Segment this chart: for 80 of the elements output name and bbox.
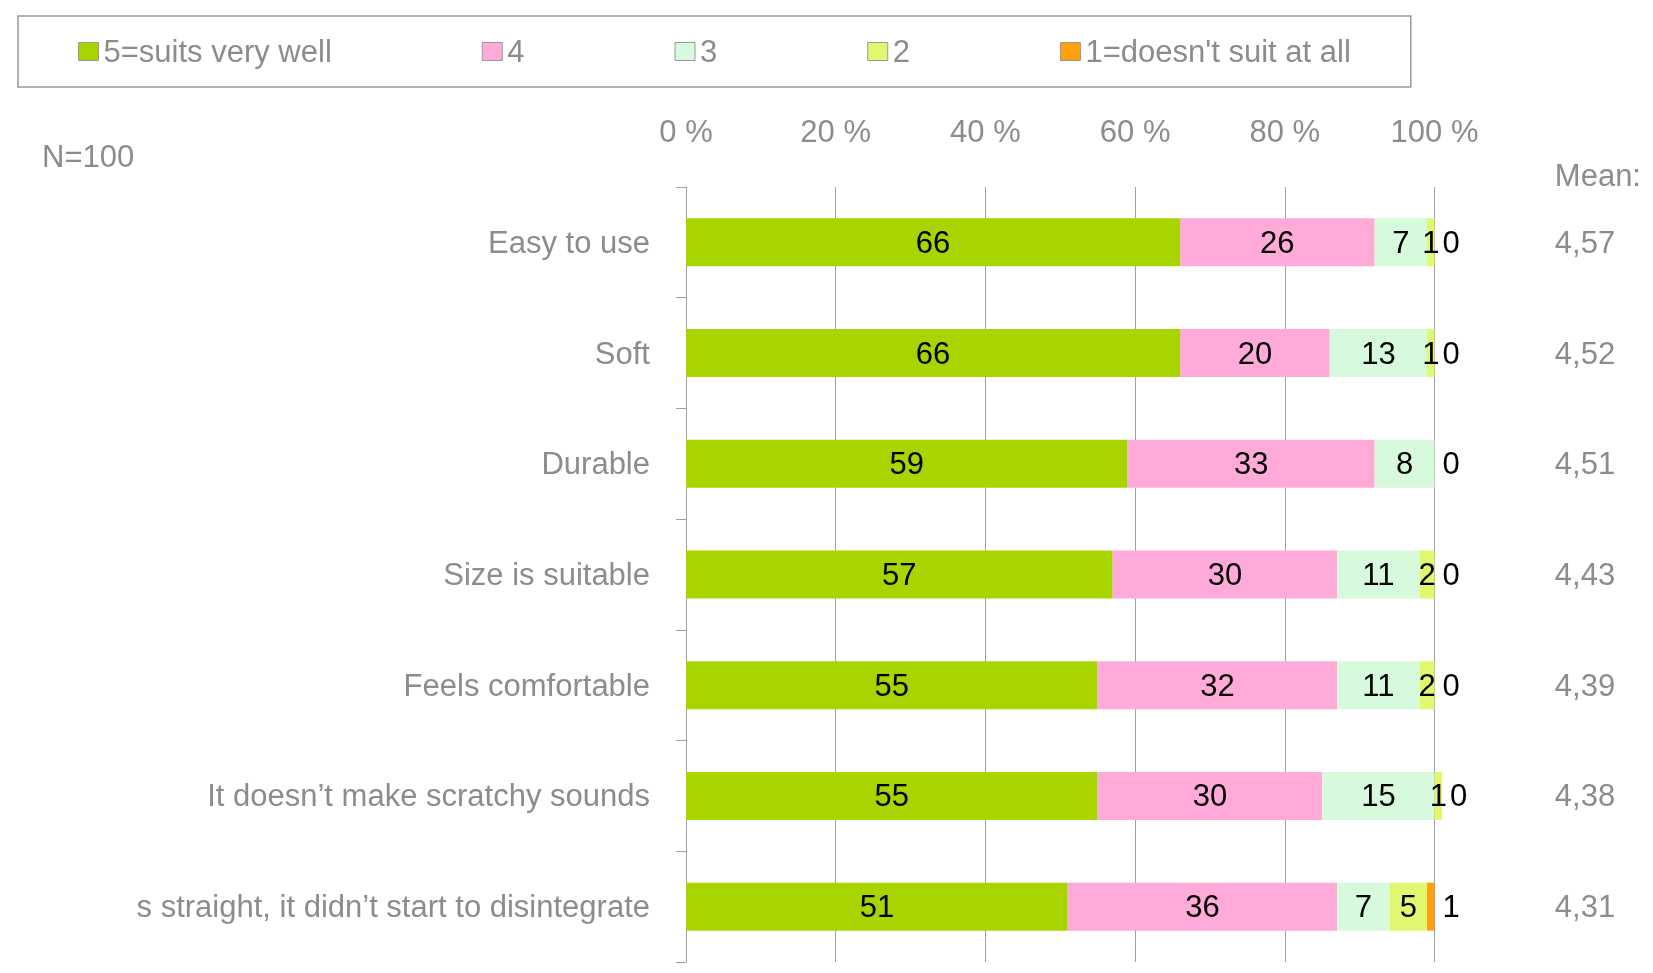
x-tick-label: 80 %: [1249, 114, 1321, 149]
data-label: 5: [1399, 889, 1417, 925]
data-label: 20: [1237, 335, 1273, 371]
data-label: 66: [915, 335, 951, 371]
bar: [686, 550, 1113, 599]
bar: [1180, 218, 1375, 267]
y-tick-label: Easy to use: [488, 224, 650, 260]
bar: [1067, 882, 1338, 931]
data-label: 57: [882, 557, 917, 592]
data-label: 0: [1450, 778, 1468, 814]
data-label: 26: [1260, 224, 1295, 260]
text: 4,38: [1554, 778, 1616, 814]
data-label: 8: [1395, 446, 1414, 482]
y-tick-label: Feels comfortable: [403, 667, 650, 703]
text: 4,51: [1554, 446, 1616, 482]
text: 4,57: [1554, 224, 1616, 260]
data-label: 15: [1361, 778, 1396, 814]
x-tick-label: 60 %: [1099, 114, 1171, 149]
y-tick-label: Size is suitable: [443, 557, 650, 592]
data-label: 33: [1233, 446, 1269, 482]
legend-label: 5=suits very well: [103, 34, 332, 69]
data-label: 7: [1392, 224, 1410, 260]
data-label: 55: [874, 778, 910, 814]
data-label: 0: [1442, 335, 1460, 371]
text: 4,39: [1554, 667, 1616, 703]
data-label: 36: [1185, 889, 1220, 925]
bar: [686, 771, 1098, 820]
text: 4,43: [1554, 557, 1616, 592]
text: Mean:: [1554, 157, 1641, 193]
bar: [686, 661, 1098, 710]
data-label: 2: [1418, 667, 1436, 703]
data-label: 7: [1354, 889, 1373, 925]
data-label: 11: [1362, 667, 1395, 703]
bar: [1337, 882, 1390, 931]
bar: [1427, 882, 1435, 931]
y-tick-label: s straight, it didn’t start to disintegrate: [136, 889, 650, 925]
x-tick-label: 100 %: [1390, 114, 1479, 149]
bar: [1180, 329, 1330, 378]
data-label: 30: [1192, 778, 1228, 814]
y-tick-label: It doesn’t make scratchy sounds: [207, 778, 650, 814]
data-label: 0: [1442, 557, 1460, 592]
y-tick-label: Durable: [541, 446, 650, 482]
text: 4,31: [1554, 889, 1616, 925]
data-label: 55: [874, 667, 910, 703]
data-label: 11: [1362, 557, 1395, 592]
x-tick-label: 20 %: [800, 114, 872, 149]
data-label: 0: [1442, 224, 1460, 260]
bar: [1127, 439, 1375, 488]
bar: [1337, 661, 1420, 710]
x-tick-label: 40 %: [950, 114, 1021, 149]
data-label: 13: [1361, 335, 1396, 371]
data-label: 2: [1418, 557, 1436, 592]
bar: [686, 329, 1181, 378]
legend-label: 4: [507, 34, 525, 69]
data-label: 32: [1200, 667, 1235, 703]
data-label: 30: [1207, 557, 1243, 592]
bar: [686, 439, 1128, 488]
data-label: 1: [1422, 224, 1440, 260]
legend-label: 2: [892, 34, 911, 69]
y-tick-label: Soft: [594, 335, 651, 371]
bar: [1374, 439, 1435, 488]
data-label: 51: [859, 889, 895, 925]
bar: [1337, 550, 1420, 599]
data-label: 0: [1442, 667, 1460, 703]
bar: [1112, 550, 1338, 599]
bar: [686, 218, 1181, 267]
text: 4,52: [1554, 335, 1616, 371]
data-label: 1: [1442, 889, 1460, 925]
text: N=100: [42, 138, 135, 174]
data-label: 1: [1429, 778, 1447, 814]
x-tick-label: 0 %: [659, 114, 713, 149]
data-label: 66: [915, 224, 951, 260]
data-label: 0: [1442, 446, 1460, 482]
bar: [686, 882, 1068, 931]
legend-label: 1=doesn't suit at all: [1085, 34, 1351, 69]
data-label: 59: [889, 446, 925, 482]
data-label: 1: [1422, 335, 1440, 371]
legend-label: 3: [700, 34, 718, 69]
bar: [1097, 771, 1323, 820]
bar: [1097, 661, 1338, 710]
